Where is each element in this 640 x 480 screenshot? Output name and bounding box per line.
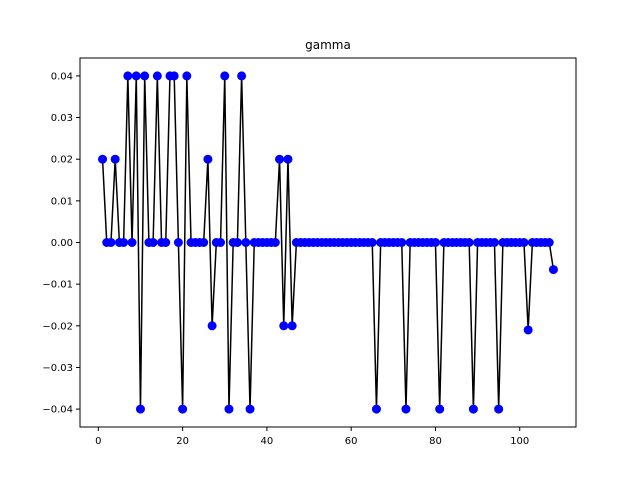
- x-tick-label: 100: [510, 436, 529, 447]
- data-point: [203, 154, 213, 164]
- data-point: [519, 238, 529, 247]
- y-tick-label: 0.02: [51, 155, 73, 166]
- data-point: [178, 404, 188, 414]
- y-tick-label: 0.01: [51, 196, 73, 207]
- data-point: [110, 154, 120, 164]
- data-point: [401, 404, 411, 414]
- y-tick-label: 0.00: [51, 238, 73, 249]
- data-point: [161, 238, 171, 247]
- y-tick-label: −0.02: [42, 321, 73, 332]
- data-point: [232, 238, 242, 247]
- data-point: [279, 321, 289, 331]
- data-point: [169, 71, 179, 81]
- data-point: [283, 154, 293, 164]
- data-point: [275, 154, 285, 164]
- data-point: [127, 238, 137, 247]
- data-point: [287, 321, 297, 331]
- data-point: [523, 325, 533, 335]
- data-point: [397, 238, 407, 247]
- x-tick-label: 40: [261, 436, 274, 447]
- data-point: [216, 238, 226, 247]
- data-point: [544, 238, 554, 247]
- data-point: [430, 238, 440, 247]
- data-point: [548, 265, 558, 275]
- x-tick-label: 80: [429, 436, 442, 447]
- x-tick-label: 20: [176, 436, 189, 447]
- plot-frame: [79, 57, 577, 428]
- data-point: [173, 238, 183, 247]
- data-point: [152, 71, 162, 81]
- x-axis: 0 20 40 60 80 100: [95, 427, 529, 447]
- y-tick-label: −0.04: [42, 405, 73, 416]
- data-point: [98, 154, 108, 164]
- data-point: [245, 404, 255, 414]
- data-point: [237, 71, 247, 81]
- x-tick-label: 0: [95, 436, 101, 447]
- data-point: [371, 404, 381, 414]
- data-point: [224, 404, 234, 414]
- data-point: [494, 404, 504, 414]
- data-point: [435, 404, 445, 414]
- data-point: [140, 71, 150, 81]
- data-point: [182, 71, 192, 81]
- y-tick-label: 0.03: [51, 113, 73, 124]
- data-point: [135, 404, 145, 414]
- data-series: [98, 71, 558, 414]
- data-point: [367, 238, 377, 247]
- y-tick-label: 0.04: [51, 71, 73, 82]
- data-point: [199, 238, 209, 247]
- y-tick-label: −0.03: [42, 363, 73, 374]
- data-point: [131, 71, 141, 81]
- data-point: [220, 71, 230, 81]
- data-point: [207, 321, 217, 331]
- data-point: [468, 404, 478, 414]
- data-point: [148, 238, 158, 247]
- data-point: [119, 238, 129, 247]
- data-point: [270, 238, 280, 247]
- chart-title: gamma: [305, 38, 351, 52]
- data-point: [464, 238, 474, 247]
- y-axis: −0.04 −0.03 −0.02 −0.01 0.00 0.01 0.02 0.03 0.04: [42, 71, 80, 416]
- data-point: [106, 238, 116, 247]
- data-point: [123, 71, 133, 81]
- data-point: [241, 238, 251, 247]
- x-tick-label: 60: [345, 436, 358, 447]
- y-tick-label: −0.01: [42, 280, 73, 291]
- data-point: [489, 238, 499, 247]
